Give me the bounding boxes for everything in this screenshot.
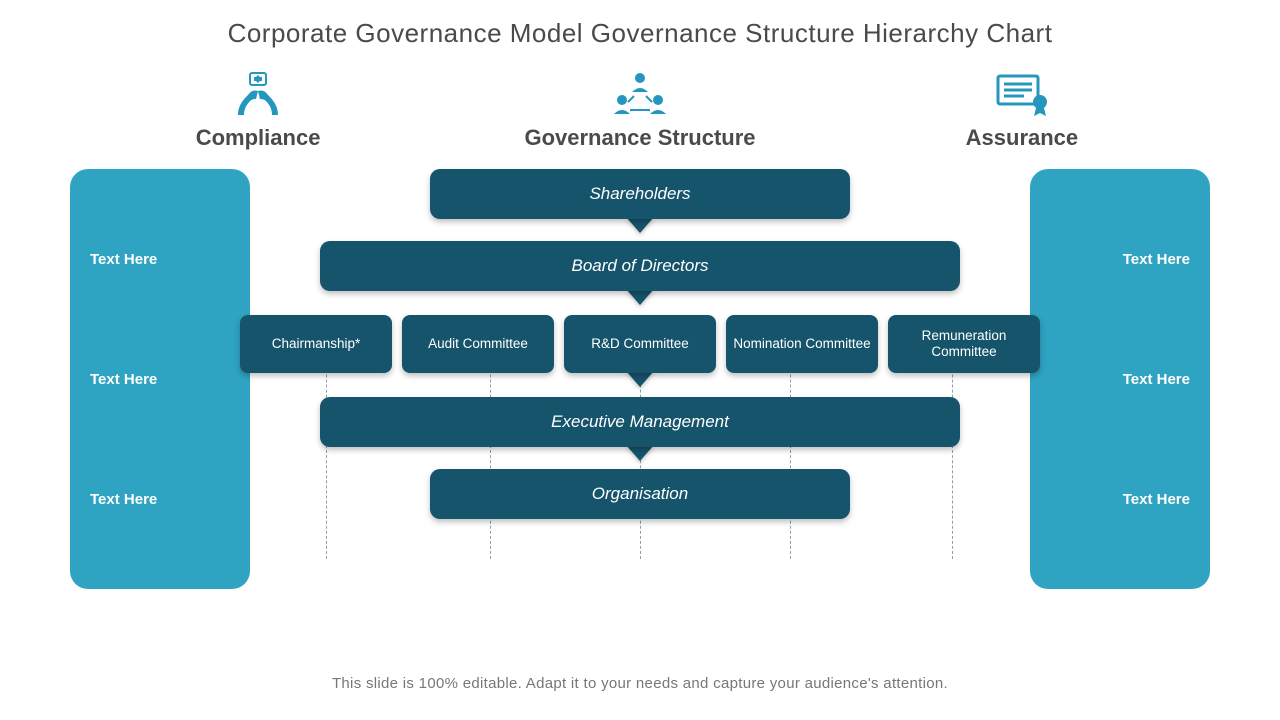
box-nomination: Nomination Committee <box>726 315 878 373</box>
box-chairmanship: Chairmanship* <box>240 315 392 373</box>
box-remuneration: Remuneration Committee <box>888 315 1040 373</box>
committees-row: Chairmanship* Audit Committee R&D Commit… <box>230 315 1050 373</box>
assurance-icon <box>834 69 1210 119</box>
hierarchy: Shareholders Board of Directors Chairman… <box>230 169 1050 519</box>
main-area: Text Here Text Here Text Here Text Here … <box>70 169 1210 639</box>
footer-note: This slide is 100% editable. Adapt it to… <box>0 675 1280 692</box>
assurance-panel: Text Here Text Here Text Here <box>1030 169 1210 589</box>
arrow-icon <box>626 371 654 387</box>
panel-text: Text Here <box>90 251 230 268</box>
panel-text: Text Here <box>1050 491 1190 508</box>
box-exec: Executive Management <box>320 397 960 447</box>
arrow-icon <box>626 289 654 305</box>
arrow-icon <box>626 445 654 461</box>
box-shareholders: Shareholders <box>430 169 850 219</box>
arrow-icon <box>626 217 654 233</box>
header-label: Assurance <box>834 125 1210 151</box>
box-rd: R&D Committee <box>564 315 716 373</box>
panel-text: Text Here <box>1050 371 1190 388</box>
page-title: Corporate Governance Model Governance St… <box>0 0 1280 49</box>
header-label: Governance Structure <box>452 125 828 151</box>
box-org: Organisation <box>430 469 850 519</box>
compliance-panel: Text Here Text Here Text Here <box>70 169 250 589</box>
header-compliance: Compliance <box>70 69 446 151</box>
header-assurance: Assurance <box>834 69 1210 151</box>
panel-text: Text Here <box>1050 251 1190 268</box>
box-audit: Audit Committee <box>402 315 554 373</box>
compliance-icon <box>70 69 446 119</box>
header-label: Compliance <box>70 125 446 151</box>
governance-icon <box>452 69 828 119</box>
header-governance: Governance Structure <box>452 69 828 151</box>
column-headers: Compliance Governance Structure <box>0 49 1280 151</box>
panel-text: Text Here <box>90 491 230 508</box>
panel-text: Text Here <box>90 371 230 388</box>
box-board: Board of Directors <box>320 241 960 291</box>
